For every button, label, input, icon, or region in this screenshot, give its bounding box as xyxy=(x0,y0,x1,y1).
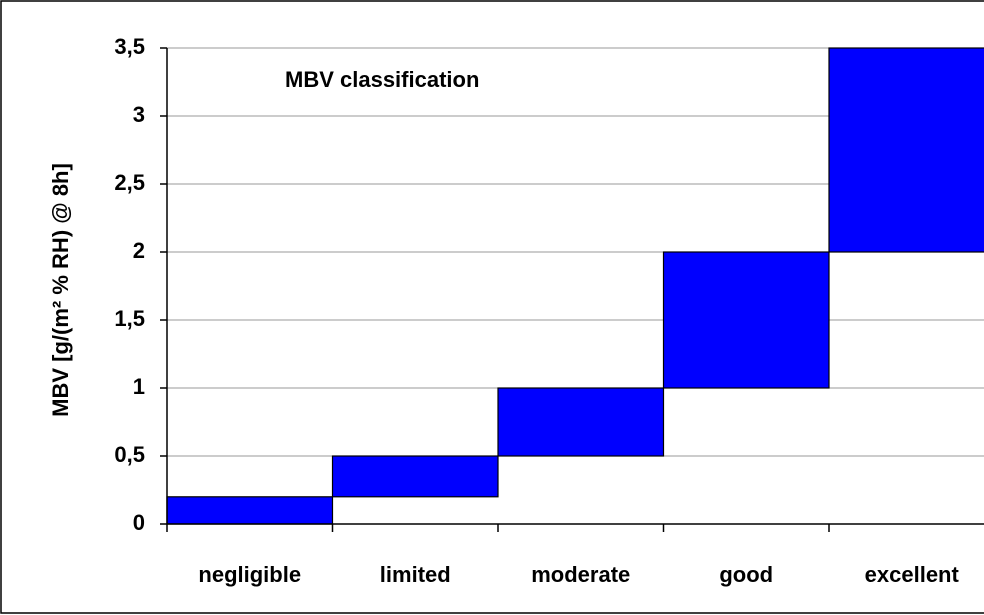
bar xyxy=(497,387,665,457)
y-axis-title: MBV [g/(m² % RH) @ 8h] xyxy=(48,163,73,417)
bar xyxy=(828,47,984,253)
bar xyxy=(331,455,499,498)
x-tick-label: negligible xyxy=(198,562,301,587)
y-tick-label: 2,5 xyxy=(114,170,145,195)
chart-title: MBV classification xyxy=(285,67,479,92)
y-tick-label: 3,5 xyxy=(114,34,145,59)
y-tick-label: 1,5 xyxy=(114,306,145,331)
x-tick-label: good xyxy=(719,562,773,587)
x-tick-label: excellent xyxy=(865,562,960,587)
y-tick-label: 0 xyxy=(133,510,145,535)
y-tick-label: 3 xyxy=(133,102,145,127)
y-tick-label: 2 xyxy=(133,238,145,263)
x-tick-label: moderate xyxy=(531,562,630,587)
y-tick-label: 0,5 xyxy=(114,442,145,467)
bar xyxy=(662,251,830,389)
x-tick-label: limited xyxy=(380,562,451,587)
bar xyxy=(166,496,334,525)
y-tick-label: 1 xyxy=(133,374,145,399)
